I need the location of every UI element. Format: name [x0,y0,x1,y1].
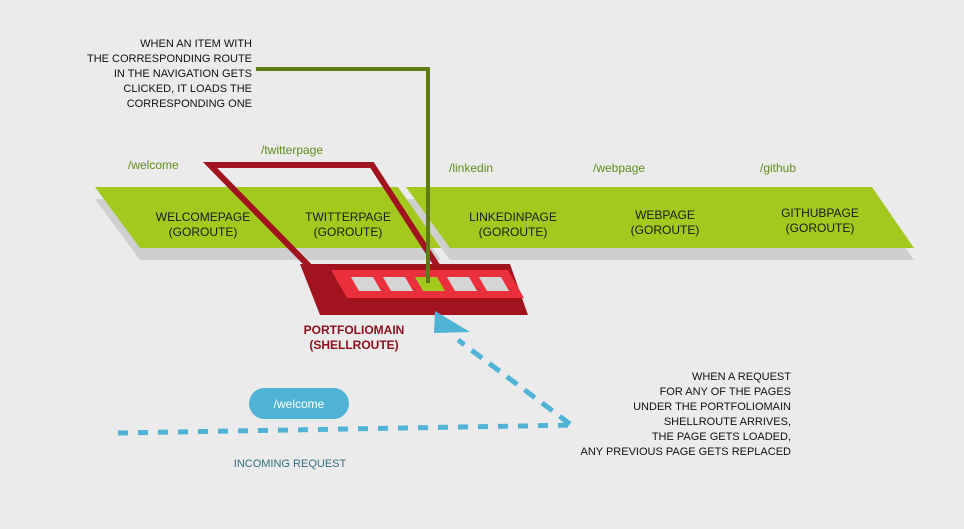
page-card-linkedin [406,187,605,248]
nav-slot [447,277,477,291]
route-label-twitterpage: /twitterpage [261,143,323,157]
page-card-github [711,187,914,248]
page-name-linkedin: LINKEDINPAGE [469,210,557,224]
bottom-note-line: WHEN A REQUEST [692,371,791,383]
bottom-note-line: FOR ANY OF THE PAGES [660,386,791,398]
nav-slot-active [415,277,445,291]
incoming-request-label: INCOMING REQUEST [234,458,347,470]
bottom-note-line: ANY PREVIOUS PAGE GETS REPLACED [581,446,792,458]
top-note-line: THE CORRESPONDING ROUTE [87,53,252,65]
shell-nav-slots [351,277,509,291]
shell-name: PORTFOLIOMAIN [304,323,405,337]
page-name-webpage: WEBPAGE [635,208,695,222]
request-path-to-shell [456,338,572,426]
request-arrowhead [434,311,470,333]
top-note-line: CLICKED, IT LOADS THE [123,83,252,95]
request-route-text: /welcome [274,397,325,411]
bottom-note-line: UNDER THE PORTFOLIOMAIN [633,401,791,413]
nav-slot [351,277,381,291]
page-labels: WELCOMEPAGE (GOROUTE) TWITTERPAGE (GOROU… [156,206,859,239]
route-label-webpage: /webpage [593,161,645,175]
page-name-welcome: WELCOMEPAGE [156,210,250,224]
top-note-line: IN THE NAVIGATION GETS [114,68,252,80]
top-note-line: WHEN AN ITEM WITH [140,38,252,50]
route-label-welcome: /welcome [128,158,179,172]
route-labels: /welcome /twitterpage /linkedin /webpage… [128,143,796,175]
pages [95,187,914,248]
page-name-github: GITHUBPAGE [781,206,859,220]
page-type-webpage: (GOROUTE) [631,223,700,237]
page-type-github: (GOROUTE) [786,221,855,235]
page-type-linkedin: (GOROUTE) [479,225,548,239]
request-route-pill [249,388,349,419]
incoming-request-path [117,422,577,436]
bottom-note: WHEN A REQUEST FOR ANY OF THE PAGES UNDE… [581,371,792,458]
nav-slot [479,277,509,291]
page-type-twitterpage: (GOROUTE) [314,225,383,239]
top-note: WHEN AN ITEM WITH THE CORRESPONDING ROUT… [87,38,252,110]
bottom-note-line: SHELLROUTE ARRIVES, [664,416,791,428]
top-note-line: CORRESPONDING ONE [127,98,252,110]
page-name-twitterpage: TWITTERPAGE [305,210,391,224]
click-connector-line [256,67,430,283]
shell-type: (SHELLROUTE) [309,338,398,352]
page-type-welcome: (GOROUTE) [169,225,238,239]
route-label-github: /github [760,161,796,175]
page-card-webpage [560,187,764,248]
bottom-note-line: THE PAGE GETS LOADED, [652,431,791,443]
route-label-linkedin: /linkedin [449,161,493,175]
nav-slot [383,277,413,291]
